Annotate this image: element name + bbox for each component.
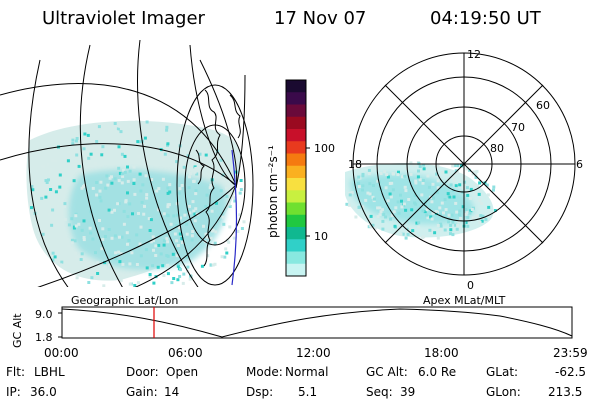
mlt-label-12: 12: [467, 48, 481, 61]
colorbar-cell: [286, 153, 306, 167]
colorbar-unit-label: photon cm⁻²s⁻¹: [266, 145, 280, 238]
gc-alt-value: 6.0 Re: [418, 365, 457, 379]
glon-label: GLon:: [486, 385, 521, 399]
altitude-axis-label: GC Alt: [11, 313, 24, 348]
meridian-lines: [28, 39, 246, 287]
ip-value: 36.0: [30, 385, 57, 399]
colorbar-cell: [286, 190, 306, 203]
mode-label: Mode:: [246, 365, 283, 379]
date-label: 17 Nov 07: [274, 8, 367, 29]
colorbar-cell: [286, 214, 306, 228]
dsp-value: 5.1: [298, 385, 318, 399]
time-tick: 00:00: [44, 346, 79, 360]
instrument-title: Ultraviolet Imager: [42, 8, 205, 29]
mlat-label-70: 70: [511, 121, 525, 134]
glat-value: -62.5: [555, 365, 587, 379]
time-tick: 18:00: [424, 346, 459, 360]
colorbar-cell: [286, 251, 306, 265]
polar-map: 12 18 6 0 60 70 80: [345, 48, 583, 292]
mode-value: Normal: [285, 365, 329, 379]
filter-value: LBHL: [34, 365, 65, 379]
door-label: Door:: [126, 365, 159, 379]
polar-map-label: Apex MLat/MLT: [423, 294, 506, 307]
colorbar-cell: [286, 239, 306, 252]
terminator-line: [231, 149, 238, 286]
ip-label: IP:: [6, 385, 21, 399]
geographic-map-label: Geographic Lat/Lon: [71, 294, 178, 307]
altitude-tick: 1.8: [35, 331, 53, 344]
colorbar-tick-label: 10: [314, 230, 328, 243]
filter-label: Flt:: [6, 365, 25, 379]
mlat-label-60: 60: [536, 99, 550, 112]
door-value: Open: [166, 365, 199, 379]
colorbar-cell: [286, 92, 306, 105]
time-tick: 23:59: [553, 346, 588, 360]
colorbar-tick-label: 100: [314, 142, 335, 155]
mlt-label-0: 0: [467, 279, 474, 292]
time-tick: 06:00: [168, 346, 203, 360]
geographic-map: [0, 39, 254, 287]
gain-value: 14: [164, 385, 180, 399]
coastline: [195, 89, 241, 267]
gain-label: Gain:: [126, 385, 158, 399]
gc-alt-label: GC Alt:: [366, 365, 408, 379]
glon-value: 213.5: [548, 385, 583, 399]
seq-label: Seq:: [366, 385, 393, 399]
colorbar-cell: [286, 104, 306, 118]
parallel-lines: [0, 83, 237, 287]
seq-value: 39: [400, 385, 416, 399]
aurora-core-left: [68, 169, 227, 270]
time-tick: 12:00: [296, 346, 331, 360]
mlt-label-18: 18: [348, 158, 362, 171]
colorbar-cell: [286, 129, 306, 142]
altitude-tick: 9.0: [35, 308, 53, 321]
colorbar-cell: [286, 165, 306, 179]
colorbar-cell: [286, 178, 306, 191]
colorbar: 100 10 photon cm⁻²s⁻¹: [266, 79, 335, 277]
aurora-specks-right: [345, 161, 497, 240]
glat-label: GLat:: [486, 365, 519, 379]
colorbar-cell: [286, 80, 306, 93]
colorbar-cell: [286, 116, 306, 130]
time-label: 04:19:50 UT: [430, 8, 541, 29]
mlt-label-6: 6: [576, 158, 583, 171]
dsp-label: Dsp:: [246, 385, 274, 399]
mlat-label-80: 80: [490, 142, 504, 155]
colorbar-cell: [286, 227, 306, 240]
altitude-timeline: GC Alt 9.0 1.8: [11, 306, 573, 348]
colorbar-cell: [286, 141, 306, 154]
colorbar-cell: [286, 263, 306, 277]
colorbar-cell: [286, 202, 306, 216]
altitude-curve: [61, 308, 573, 338]
